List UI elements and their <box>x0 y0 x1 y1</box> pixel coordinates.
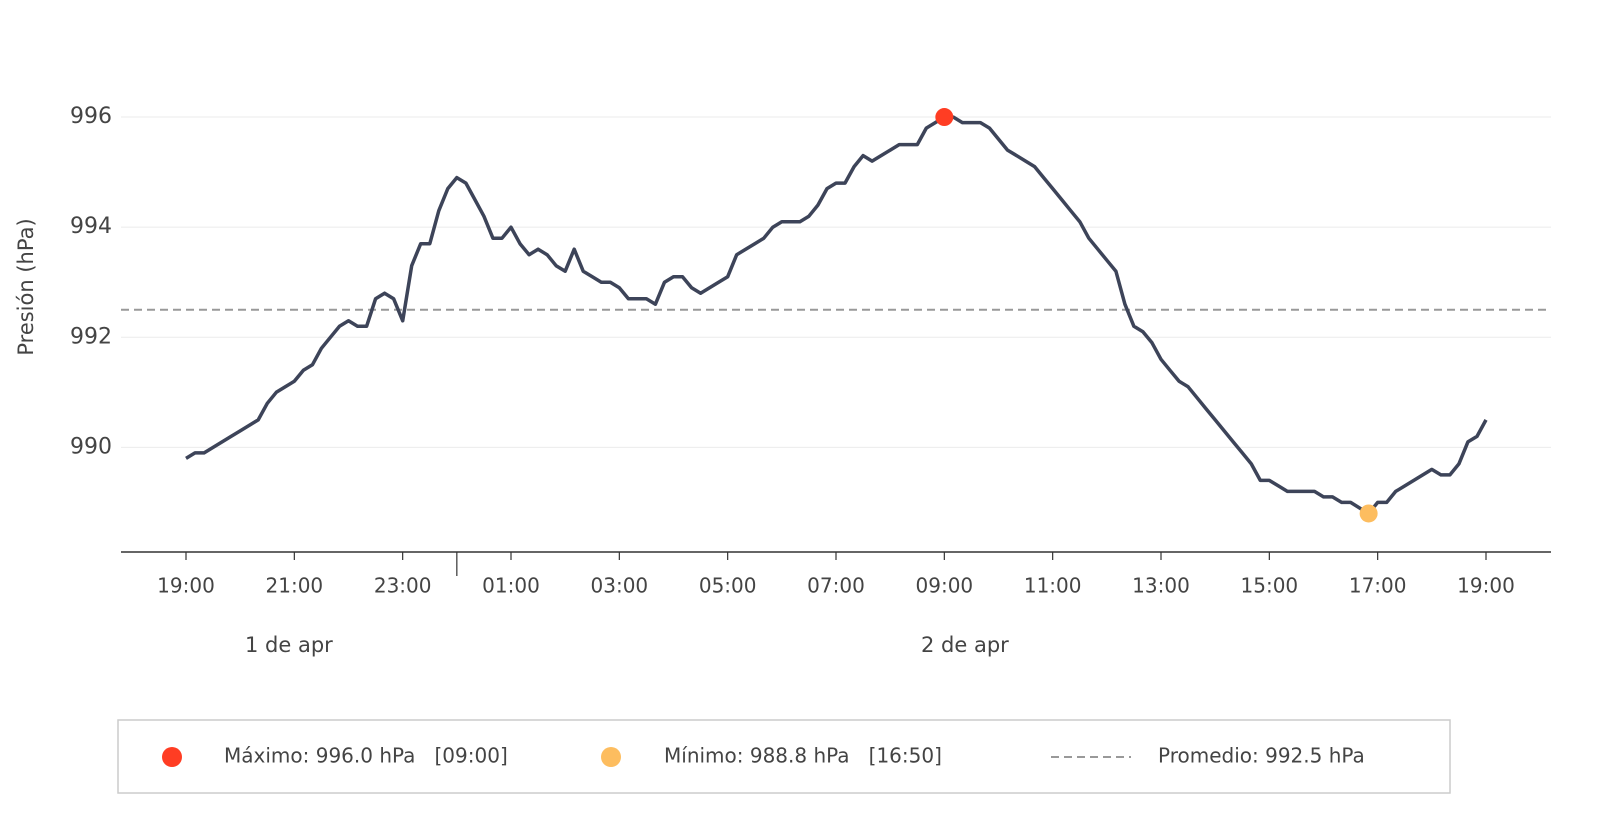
y-tick-label: 994 <box>70 214 112 239</box>
legend-min-label: Mínimo: 988.8 hPa [16:50] <box>664 744 942 768</box>
y-tick-label: 992 <box>70 324 112 349</box>
x-tick-label: 13:00 <box>1132 574 1190 598</box>
x-tick-label: 21:00 <box>266 574 324 598</box>
day-label: 2 de apr <box>921 633 1009 657</box>
y-tick-label: 990 <box>70 434 112 459</box>
pressure-line <box>185 115 1488 516</box>
x-tick-label: 03:00 <box>591 574 649 598</box>
x-tick-label: 01:00 <box>482 574 540 598</box>
y-tick-label: 996 <box>70 104 112 129</box>
x-tick-label: 19:00 <box>157 574 215 598</box>
x-tick-label: 17:00 <box>1349 574 1407 598</box>
min-marker <box>1359 504 1378 523</box>
x-tick-label: 23:00 <box>374 574 432 598</box>
x-tick-label: 11:00 <box>1024 574 1082 598</box>
legend-max-marker <box>162 747 182 767</box>
legend-mean-label: Promedio: 992.5 hPa <box>1158 744 1365 768</box>
x-tick-label: 15:00 <box>1241 574 1299 598</box>
day-label: 1 de apr <box>245 633 333 657</box>
x-tick-label: 07:00 <box>807 574 865 598</box>
legend-max-label: Máximo: 996.0 hPa [09:00] <box>224 744 508 768</box>
x-tick-label: 19:00 <box>1457 574 1515 598</box>
x-tick-label: 09:00 <box>916 574 974 598</box>
max-marker <box>935 108 954 127</box>
legend-min-marker <box>601 747 621 767</box>
legend-box <box>117 719 1451 794</box>
y-axis-label: Presión (hPa) <box>14 218 38 355</box>
x-tick-label: 05:00 <box>699 574 757 598</box>
